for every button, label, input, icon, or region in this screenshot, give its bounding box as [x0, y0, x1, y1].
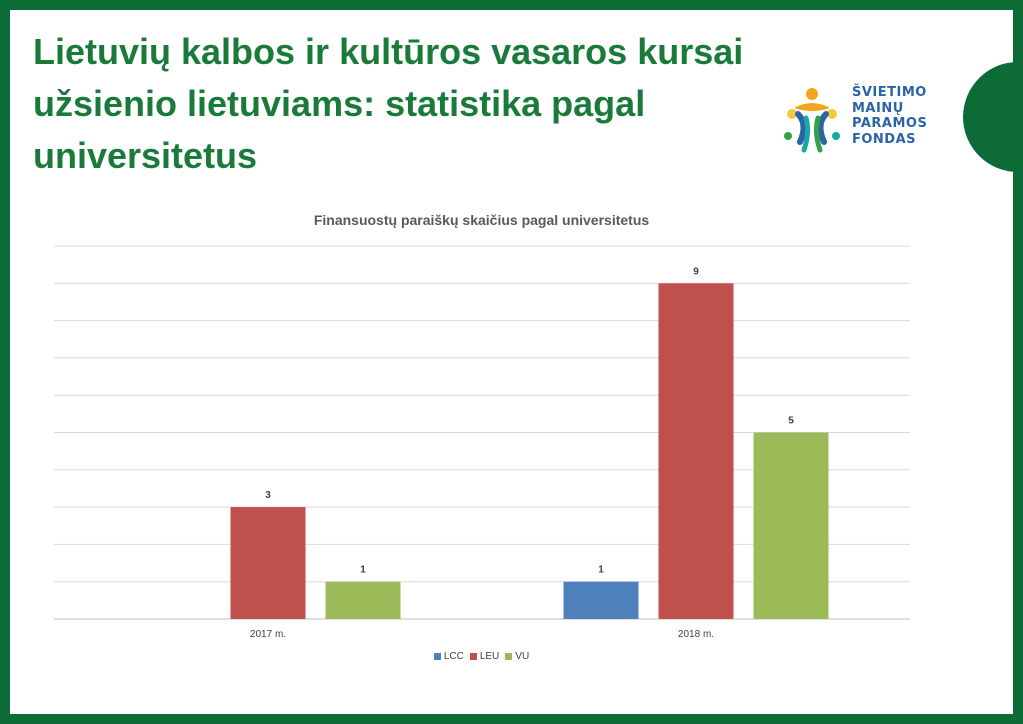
data-label: 1 — [598, 565, 604, 576]
legend-item-leu: LEU — [469, 651, 500, 662]
legend-label: LEU — [479, 651, 500, 662]
bar-lcc — [563, 581, 639, 619]
legend-label: LCC — [443, 651, 464, 662]
data-label: 1 — [360, 565, 366, 576]
chart-title: Finansuostų paraiškų skaičius pagal univ… — [313, 212, 650, 228]
legend-swatch — [469, 653, 477, 660]
logo-line: PARAMOS — [852, 116, 928, 131]
bar-vu — [325, 581, 401, 619]
x-tick-label: 2018 m. — [678, 629, 714, 640]
legend-item-vu: VU — [505, 651, 529, 662]
bar-leu — [658, 283, 734, 619]
bar-leu — [230, 507, 306, 619]
chart-legend: LCC LEU VU — [10, 651, 953, 663]
data-label: 9 — [693, 266, 699, 277]
logo-line: FONDAS — [852, 131, 917, 147]
legend-swatch — [505, 653, 513, 660]
logo-text: ŠVIETIMO MAINŲ PARAMOS FONDAS — [852, 85, 927, 147]
svmf-logo: ŠVIETIMO MAINŲ PARAMOS FONDAS — [780, 80, 950, 160]
legend-swatch — [433, 653, 441, 660]
logo-figure-icon — [784, 88, 840, 153]
bar-chart: 3 1 2017 m. 1 9 5 2018 m. — [54, 245, 910, 640]
data-label: 5 — [788, 416, 794, 427]
logo-line: MAINŲ — [852, 100, 904, 116]
bar-vu — [753, 432, 829, 619]
chart-container: Finansuostų paraiškų skaičius pagal univ… — [10, 10, 1013, 714]
legend-item-lcc: LCC — [433, 651, 464, 662]
x-tick-label: 2017 m. — [250, 629, 286, 640]
data-label: 3 — [265, 490, 271, 501]
slide-title: Lietuvių kalbos ir kultūros vasaros kurs… — [33, 31, 744, 176]
logo-line: ŠVIETIMO — [852, 85, 927, 100]
legend-label: VU — [515, 651, 530, 662]
